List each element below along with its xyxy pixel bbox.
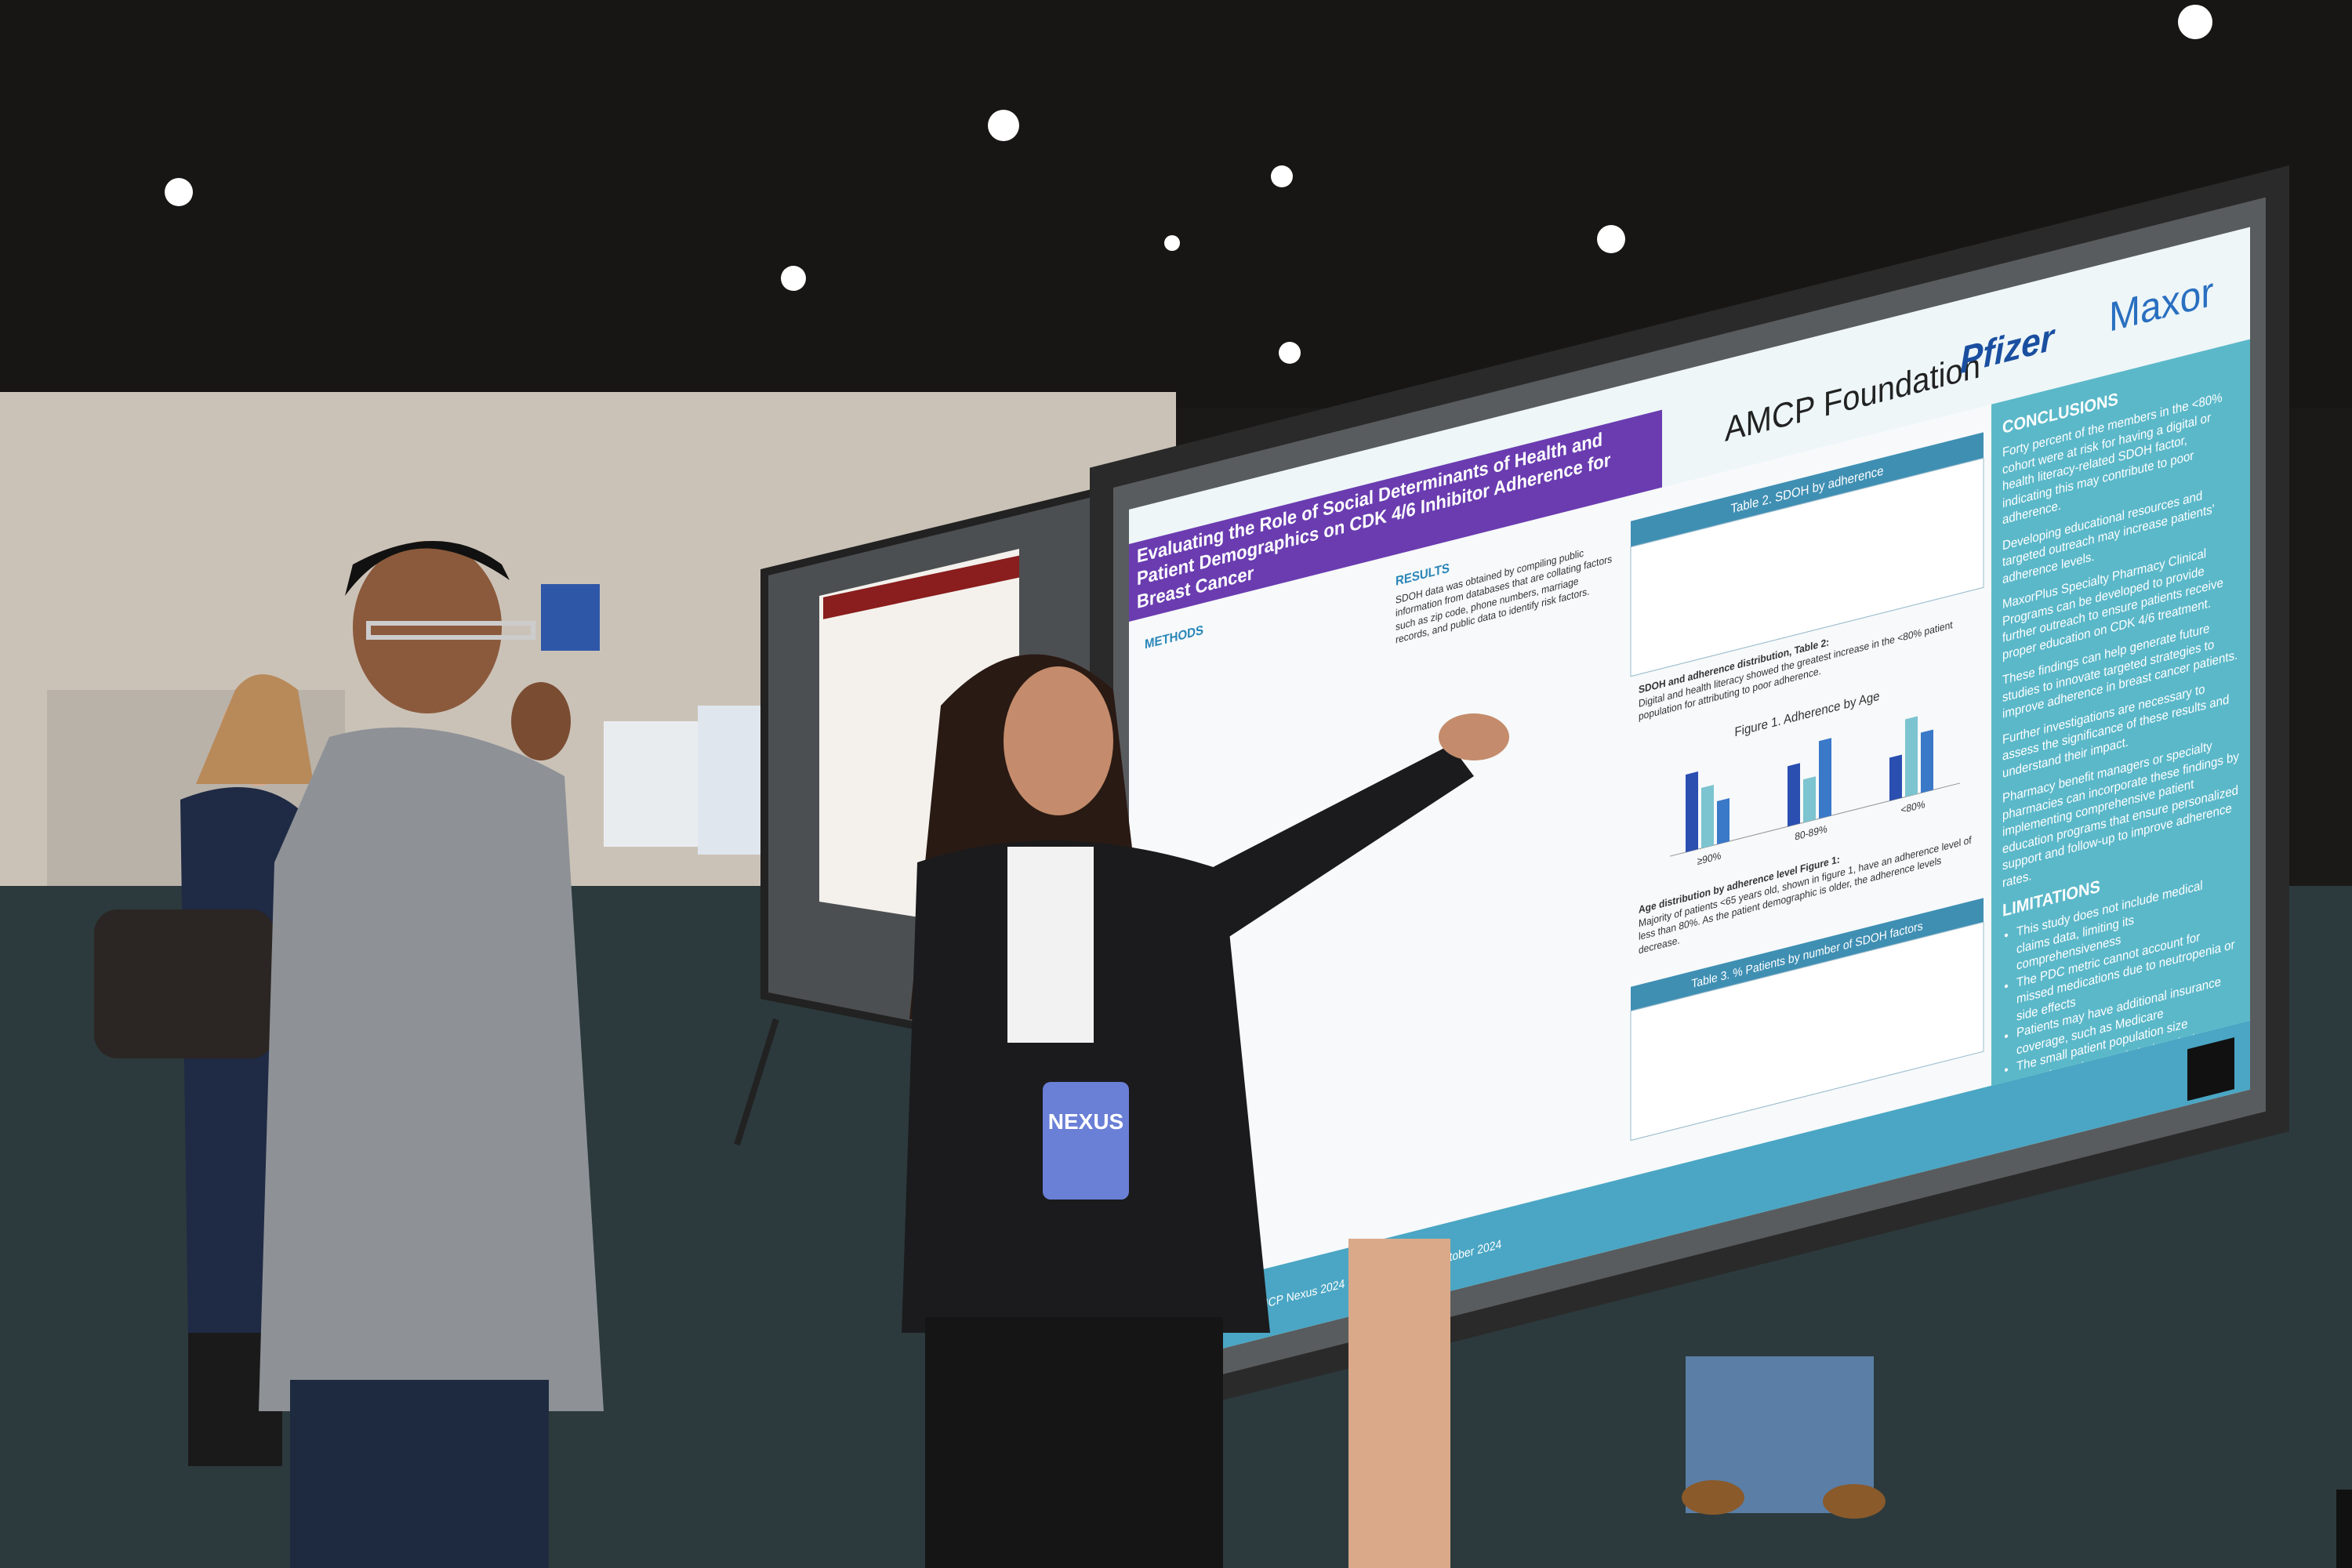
stand-leg — [734, 1018, 779, 1146]
figure1-bar-decor — [1819, 738, 1831, 819]
figure1-bar-decor — [1803, 776, 1816, 823]
table2-body — [1630, 457, 1984, 677]
person-man — [259, 541, 604, 1568]
table3-body — [1630, 921, 1984, 1142]
second-poster-header — [823, 555, 1019, 619]
qr-code — [2187, 1037, 2234, 1102]
legs-behind-board — [1348, 1239, 1886, 1568]
title-banner — [1129, 409, 1662, 622]
main-board: Evaluating the Role of Social Determinan… — [1090, 165, 2289, 1434]
wall-sign — [541, 584, 600, 651]
results-box: RESULTS SDOH data was obtained by compil… — [1396, 546, 1612, 646]
badge-event: NEXUS — [1048, 1109, 1123, 1134]
table3-header — [1631, 898, 1984, 1011]
figure1-bar-decor — [1889, 754, 1902, 801]
figure1-bar-decor — [1686, 771, 1698, 853]
figure1-bar-decor — [1701, 785, 1714, 849]
right-panel — [1991, 339, 2250, 1086]
distant-board — [698, 706, 768, 855]
figure1-bar-decor — [1921, 729, 1933, 793]
figure1-category: ≥90% — [1697, 849, 1722, 867]
figure1-bar-decor — [1717, 797, 1730, 845]
person-presenter: NEXUS — [902, 654, 1509, 1568]
figure1: ≥90%80-89%<80% — [1670, 716, 1960, 867]
figure1-bar-decor — [1788, 763, 1800, 827]
panel-content: CONCLUSIONS Forty percent of the members … — [1991, 339, 2250, 1086]
ceiling-lights — [165, 5, 2212, 364]
table2-header — [1631, 432, 1984, 547]
figure1-bar-decor — [1905, 716, 1918, 797]
